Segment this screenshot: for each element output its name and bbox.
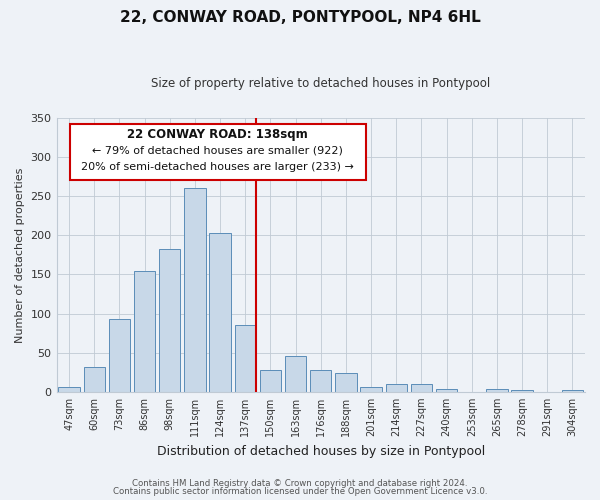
Bar	[436, 388, 457, 392]
Bar	[134, 270, 155, 392]
Bar	[486, 388, 508, 392]
Bar	[260, 370, 281, 392]
Text: 20% of semi-detached houses are larger (233) →: 20% of semi-detached houses are larger (…	[81, 162, 354, 172]
Text: 22 CONWAY ROAD: 138sqm: 22 CONWAY ROAD: 138sqm	[127, 128, 308, 140]
Bar	[562, 390, 583, 392]
Text: Contains public sector information licensed under the Open Government Licence v3: Contains public sector information licen…	[113, 487, 487, 496]
FancyBboxPatch shape	[70, 124, 365, 180]
Title: Size of property relative to detached houses in Pontypool: Size of property relative to detached ho…	[151, 78, 490, 90]
Bar	[58, 387, 80, 392]
Text: Contains HM Land Registry data © Crown copyright and database right 2024.: Contains HM Land Registry data © Crown c…	[132, 478, 468, 488]
Bar	[209, 233, 231, 392]
Bar	[184, 188, 206, 392]
Bar	[235, 326, 256, 392]
Bar	[411, 384, 432, 392]
Bar	[361, 387, 382, 392]
Bar	[335, 373, 356, 392]
Bar	[285, 356, 307, 392]
Y-axis label: Number of detached properties: Number of detached properties	[15, 167, 25, 342]
Bar	[511, 390, 533, 392]
Bar	[386, 384, 407, 392]
Bar	[159, 250, 181, 392]
X-axis label: Distribution of detached houses by size in Pontypool: Distribution of detached houses by size …	[157, 444, 485, 458]
Text: ← 79% of detached houses are smaller (922): ← 79% of detached houses are smaller (92…	[92, 146, 343, 156]
Bar	[83, 367, 105, 392]
Bar	[310, 370, 331, 392]
Bar	[109, 319, 130, 392]
Text: 22, CONWAY ROAD, PONTYPOOL, NP4 6HL: 22, CONWAY ROAD, PONTYPOOL, NP4 6HL	[119, 10, 481, 25]
